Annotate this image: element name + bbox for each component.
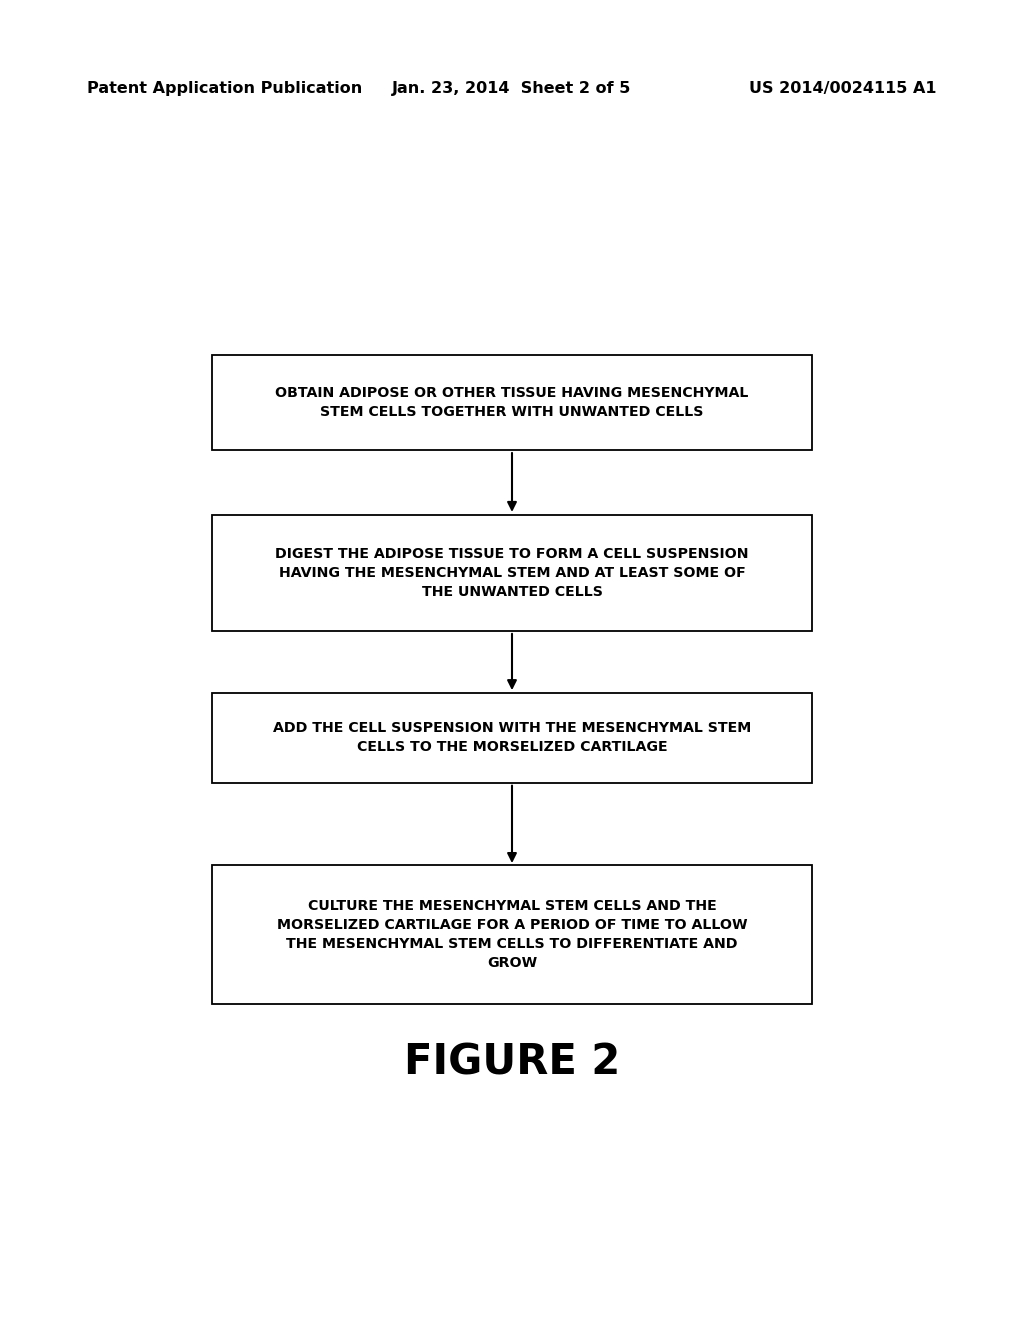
Bar: [213, 515, 811, 631]
Text: Jan. 23, 2014  Sheet 2 of 5: Jan. 23, 2014 Sheet 2 of 5: [392, 81, 632, 95]
Text: ADD THE CELL SUSPENSION WITH THE MESENCHYMAL STEM
CELLS TO THE MORSELIZED CARTIL: ADD THE CELL SUSPENSION WITH THE MESENCH…: [272, 722, 752, 754]
Bar: [213, 355, 811, 450]
Text: OBTAIN ADIPOSE OR OTHER TISSUE HAVING MESENCHYMAL
STEM CELLS TOGETHER WITH UNWAN: OBTAIN ADIPOSE OR OTHER TISSUE HAVING ME…: [275, 387, 749, 418]
Bar: [213, 866, 811, 1003]
Bar: [213, 693, 811, 783]
Text: Patent Application Publication: Patent Application Publication: [87, 81, 362, 95]
Text: FIGURE 2: FIGURE 2: [403, 1041, 621, 1084]
Text: US 2014/0024115 A1: US 2014/0024115 A1: [750, 81, 937, 95]
Text: CULTURE THE MESENCHYMAL STEM CELLS AND THE
MORSELIZED CARTILAGE FOR A PERIOD OF : CULTURE THE MESENCHYMAL STEM CELLS AND T…: [276, 899, 748, 970]
Text: DIGEST THE ADIPOSE TISSUE TO FORM A CELL SUSPENSION
HAVING THE MESENCHYMAL STEM : DIGEST THE ADIPOSE TISSUE TO FORM A CELL…: [275, 546, 749, 599]
